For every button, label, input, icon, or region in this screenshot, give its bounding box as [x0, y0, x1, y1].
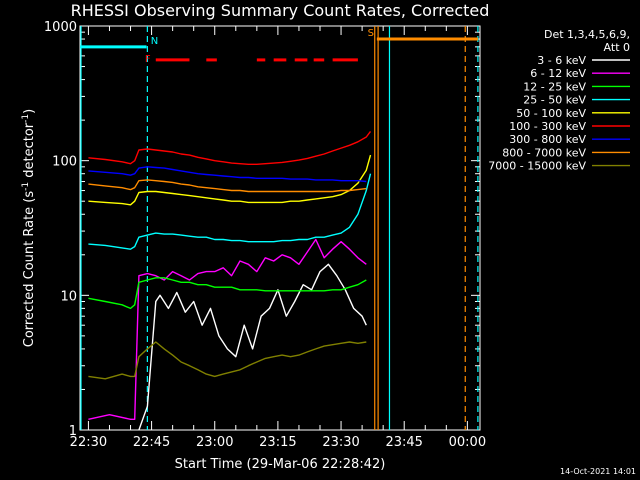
legend-entry-label: 300 - 800 keV [509, 133, 586, 146]
flare-label: F [145, 54, 151, 65]
x-tick-label: 22:30 [70, 435, 107, 450]
series-line [138, 263, 367, 431]
x-tick-label: 23:45 [385, 435, 422, 450]
legend-entry-label: 800 - 7000 keV [502, 146, 586, 159]
series-line [88, 154, 372, 206]
y-tick-label: 1 [69, 424, 77, 439]
legend-entry-label: 7000 - 15000 keV [488, 160, 586, 173]
legend-entry-label: 25 - 50 keV [523, 94, 586, 107]
flag-label: N [151, 36, 158, 47]
plot-border [79, 25, 481, 431]
x-tick-label: 00:00 [449, 435, 486, 450]
series-line [88, 238, 367, 420]
series-lines [88, 130, 372, 431]
y-axis-label-exponent-1: -1 [21, 182, 31, 191]
y-tick-label: 10 [60, 289, 77, 304]
x-tick-label: 23:30 [322, 435, 359, 450]
y-tick-label: 1000 [44, 20, 77, 35]
series-line [88, 179, 367, 193]
reference-lines [80, 26, 479, 430]
x-tick-label: 22:45 [133, 435, 170, 450]
legend-entry-label: 3 - 6 keV [537, 54, 586, 67]
chart-title: RHESSI Observing Summary Count Rates, Co… [71, 1, 490, 20]
y-axis-label-main: Corrected Count Rate (s [22, 191, 37, 348]
plot-frame [79, 25, 481, 431]
series-line [88, 173, 372, 250]
legend-entry-label: 6 - 12 keV [530, 67, 586, 80]
series-line [88, 130, 372, 166]
y-axis-label-close: ) [22, 109, 37, 114]
y-tick-label: 100 [52, 155, 77, 170]
generation-timestamp: 14-Oct-2021 14:01 [560, 467, 636, 476]
x-axis-label: Start Time (29-Mar-06 22:28:42) [175, 457, 386, 472]
legend-entry-label: 50 - 100 keV [516, 107, 586, 120]
legend-title-detectors: Det 1,3,4,5,6,9, [544, 28, 630, 41]
legend-entry-label: 12 - 25 keV [523, 80, 586, 93]
legend-entry-label: 100 - 300 keV [509, 120, 586, 133]
series-line [88, 341, 367, 380]
y-axis-label-exponent-2: -1 [21, 114, 31, 123]
flag-bars: N S F [80, 28, 478, 65]
x-axis-ticks: 22:30 22:45 23:00 23:15 23:30 23:45 00:00 [70, 26, 486, 450]
y-axis-label: Corrected Count Rate (s-1 detector-1) [21, 109, 37, 347]
flag-label: S [368, 28, 374, 39]
y-axis-label-detector: detector [22, 122, 37, 182]
series-line [88, 277, 367, 310]
x-tick-label: 23:15 [259, 435, 296, 450]
legend-title-attenuator: Att 0 [604, 41, 630, 54]
series-line [88, 166, 367, 183]
x-tick-label: 23:00 [196, 435, 233, 450]
